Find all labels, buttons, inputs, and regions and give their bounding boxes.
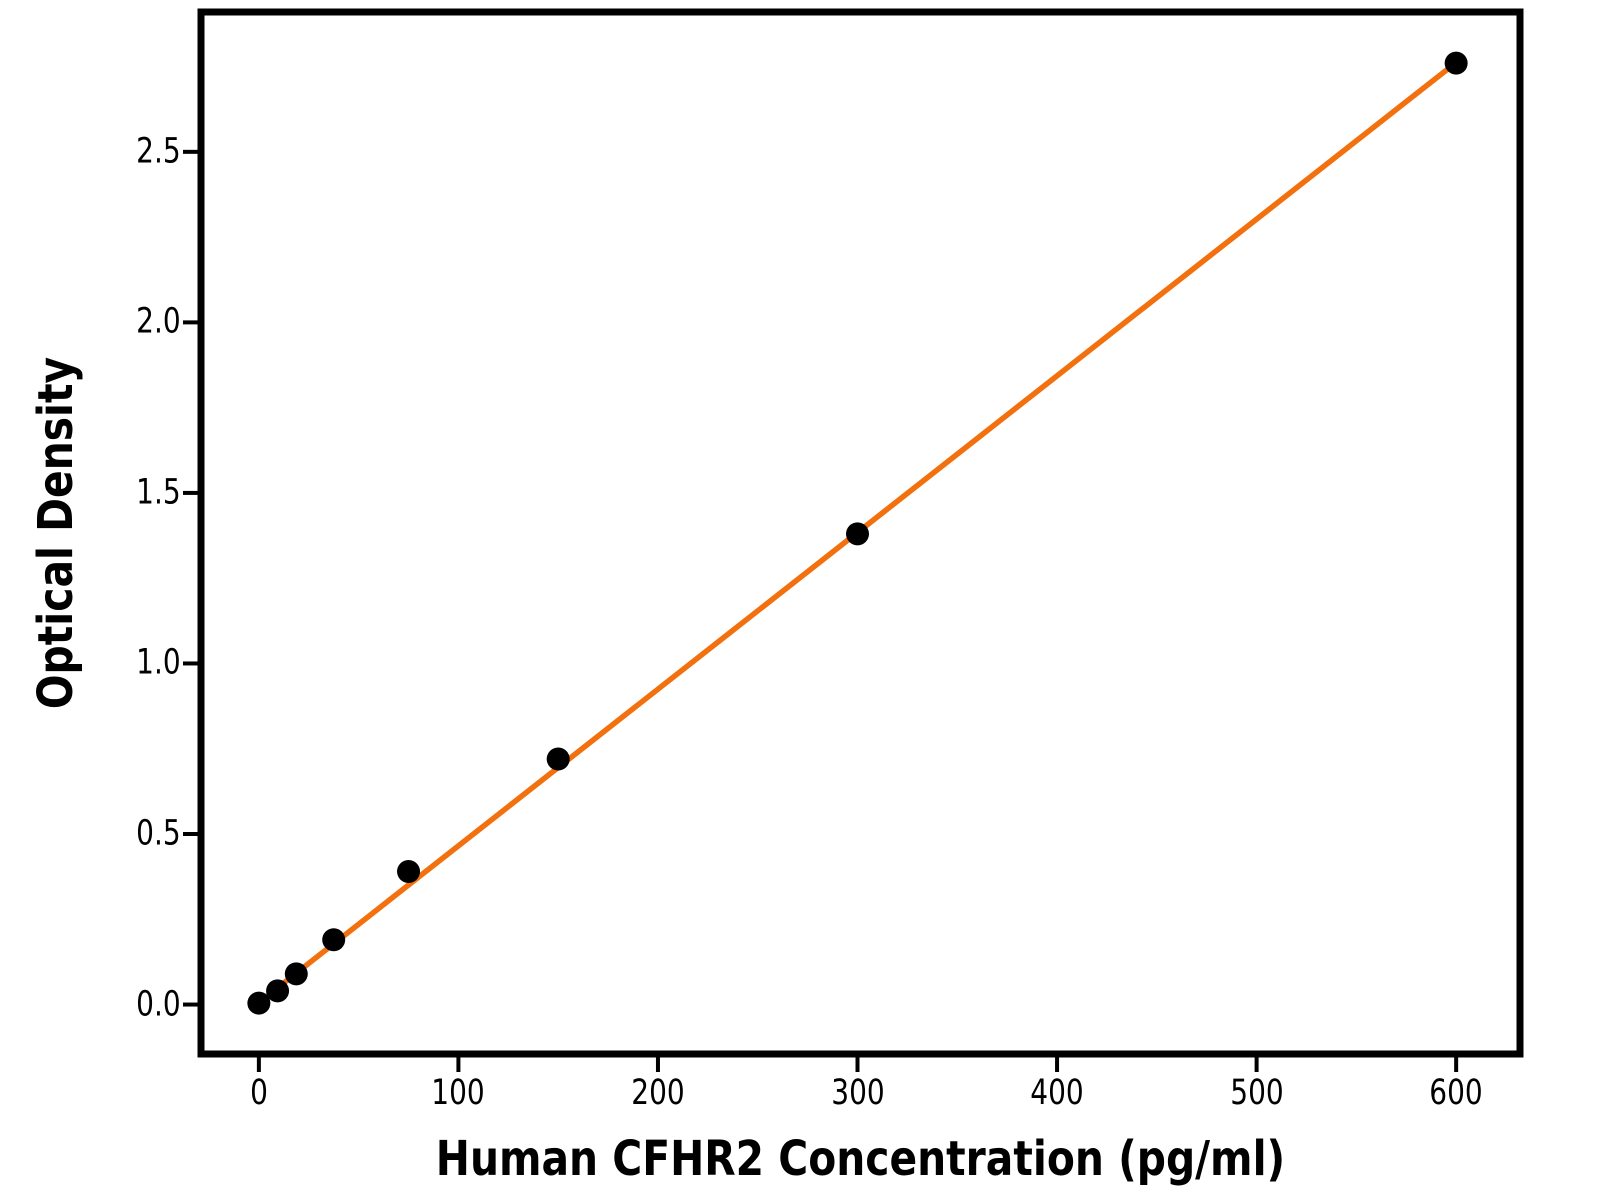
y-axis-title: Optical Density: [28, 356, 84, 710]
data-point: [284, 962, 308, 986]
x-axis-title: Human CFHR2 Concentration (pg/ml): [435, 1131, 1286, 1187]
y-tick-label: 1.0: [136, 642, 181, 683]
x-tick-label: 200: [631, 1073, 685, 1113]
data-point: [322, 928, 346, 952]
x-tick-label: 0: [249, 1073, 268, 1113]
data-point: [397, 860, 421, 884]
y-tick-label: 2.0: [136, 301, 181, 342]
data-point: [266, 979, 290, 1003]
plot-border: [197, 8, 1524, 1058]
y-tick-label: 1.5: [136, 472, 181, 513]
y-tick-label: 0.0: [136, 984, 181, 1025]
data-point: [1444, 51, 1468, 75]
data-point: [846, 522, 870, 546]
data-point: [247, 991, 271, 1015]
x-tick-label: 400: [1030, 1073, 1084, 1113]
data-point: [546, 747, 570, 771]
x-tick-label: 300: [830, 1073, 885, 1113]
x-tick-label: 600: [1429, 1073, 1483, 1113]
x-tick-label: 500: [1229, 1073, 1284, 1113]
x-tick-label: 100: [431, 1073, 486, 1113]
y-tick-label: 2.5: [136, 131, 181, 172]
y-tick-label: 0.5: [136, 813, 181, 854]
